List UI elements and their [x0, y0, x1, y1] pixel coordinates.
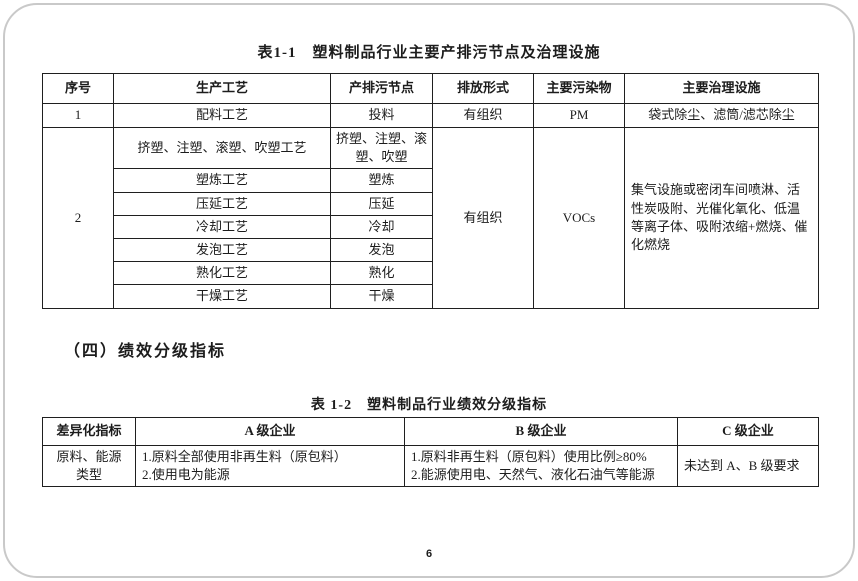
t1-header-treatment: 主要治理设施	[624, 73, 819, 104]
t1-r2-s5-node: 熟化	[330, 261, 433, 286]
t1-r2-s1-node: 塑炼	[330, 168, 433, 193]
t1-header-emission-form: 排放形式	[432, 73, 534, 104]
table2-title: 表 1-2 塑料制品行业绩效分级指标	[310, 398, 548, 413]
t2-header-grade-b: B 级企业	[404, 417, 678, 446]
t2-header-grade-c: C 级企业	[677, 417, 819, 446]
t1-r2-s3-process: 冷却工艺	[113, 214, 331, 239]
t1-r1-node: 投料	[330, 103, 433, 128]
t1-r1-process: 配料工艺	[113, 103, 331, 128]
t2-r1-indicator: 原料、能源 类型	[42, 444, 136, 488]
t1-r1-no: 1	[42, 103, 114, 128]
t1-header-no: 序号	[42, 73, 114, 104]
t1-header-pollutant: 主要污染物	[533, 73, 625, 104]
section-heading: （四）绩效分级指标	[64, 343, 227, 360]
t1-header-process: 生产工艺	[113, 73, 331, 104]
t1-r2-s0-node: 挤塑、注塑、滚塑、吹塑	[330, 126, 433, 170]
t1-r2-s4-process: 发泡工艺	[113, 237, 331, 263]
t1-r2-s2-process: 压延工艺	[113, 191, 331, 216]
table2-row-1: 原料、能源 类型 1.原料全部使用非再生料（原包料） 2.使用电为能源 1.原料…	[42, 444, 819, 488]
table1-row-2-sub-2: 压延工艺 压延	[43, 191, 819, 216]
t1-r2-s2-node: 压延	[330, 191, 433, 216]
table1-title: 表1-1 塑料制品行业主要产排污节点及治理设施	[257, 45, 601, 61]
table1-row-2-sub-1: 塑炼工艺 塑炼	[43, 168, 819, 193]
table1-row-1: 1 配料工艺 投料 有组织 PM 袋式除尘、滤筒/滤芯除尘	[42, 103, 819, 128]
table1-row-2-sub-4: 发泡工艺 发泡	[43, 237, 819, 263]
table1-row-2-sub-0: 2 挤塑、注塑、滚塑、吹塑工艺 挤塑、注塑、滚塑、吹塑 有组织 VOCs 集气设…	[42, 126, 819, 309]
t1-r2-s3-node: 冷却	[330, 214, 433, 239]
table1-header-row: 序号 生产工艺 产排污节点 排放形式 主要污染物 主要治理设施	[42, 73, 819, 104]
table2-header-row: 差异化指标 A 级企业 B 级企业 C 级企业	[42, 417, 819, 446]
table-pollution-nodes: 序号 生产工艺 产排污节点 排放形式 主要污染物 主要治理设施 1 配料工艺 投…	[42, 73, 819, 309]
table-performance-grading: 差异化指标 A 级企业 B 级企业 C 级企业 原料、能源 类型 1.原料全部使…	[42, 417, 819, 488]
t1-r2-s4-node: 发泡	[330, 237, 433, 263]
t1-r2-s1-process: 塑炼工艺	[113, 168, 331, 193]
t2-r1-grade-b: 1.原料非再生料（原包料）使用比例≥80% 2.能源使用电、天然气、液化石油气等…	[404, 444, 678, 488]
t2-header-indicator: 差异化指标	[42, 417, 136, 446]
t1-r2-s6-node: 干燥	[330, 284, 433, 309]
table1-row-2-sub-6: 干燥工艺 干燥	[43, 284, 819, 309]
page-number: 6	[425, 548, 433, 560]
t1-r2-pollutant: VOCs	[533, 127, 625, 309]
t2-header-grade-a: A 级企业	[135, 417, 405, 446]
t1-r2-no: 2	[42, 127, 114, 309]
t1-r2-s6-process: 干燥工艺	[113, 284, 331, 309]
t1-r1-emission-form: 有组织	[432, 103, 534, 128]
t2-r1-grade-a: 1.原料全部使用非再生料（原包料） 2.使用电为能源	[135, 444, 405, 488]
t1-r2-emission-form: 有组织	[432, 127, 534, 309]
t1-r2-s5-process: 熟化工艺	[113, 261, 331, 286]
t1-header-node: 产排污节点	[330, 73, 433, 104]
t2-r1-grade-c: 未达到 A、B 级要求	[677, 444, 819, 488]
t1-r1-treatment: 袋式除尘、滤筒/滤芯除尘	[624, 103, 819, 128]
t1-r1-pollutant: PM	[533, 103, 625, 128]
t1-r2-treatment: 集气设施或密闭车间喷淋、活性炭吸附、光催化氧化、低温等离子体、吸附浓缩+燃烧、催…	[624, 127, 819, 309]
t1-r2-s0-process: 挤塑、注塑、滚塑、吹塑工艺	[113, 126, 331, 170]
